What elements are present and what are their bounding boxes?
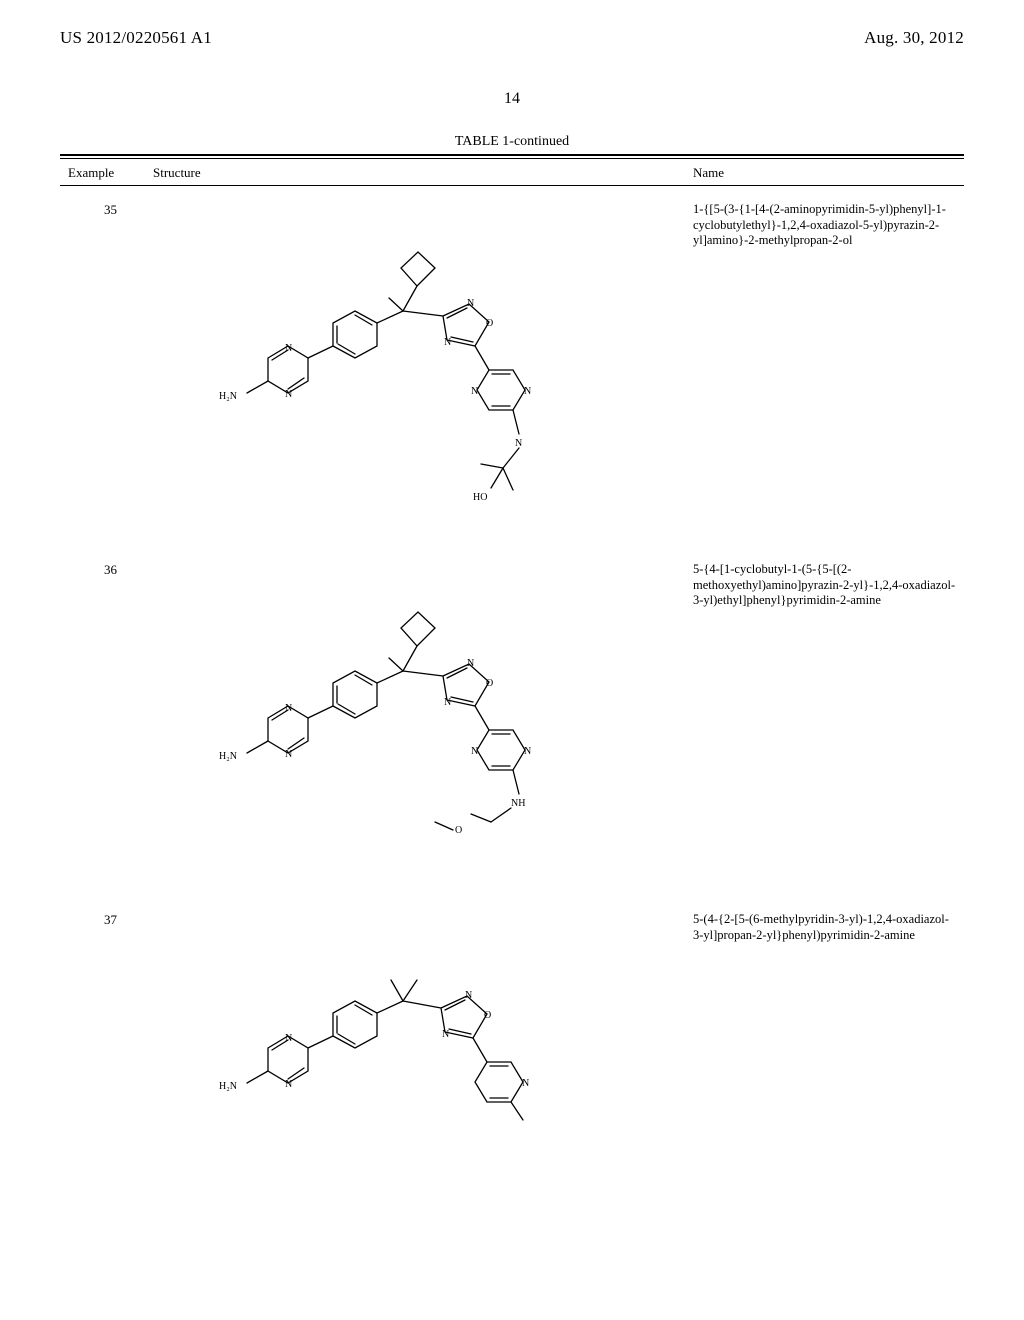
table-row: 36 N N H₂N [60,548,964,898]
col-structure: Structure [153,165,693,181]
example-number: 37 [68,908,153,928]
svg-text:N: N [285,1079,292,1090]
pub-date: Aug. 30, 2012 [864,28,964,48]
molecule-36-icon: N N H₂N [213,558,633,878]
chem-structure: N N H₂N [153,198,693,528]
svg-text:H₂N: H₂N [219,1081,237,1092]
svg-text:N: N [285,703,292,714]
compound-name: 1-{[5-(3-{1-[4-(2-aminopyrimidin-5-yl)ph… [693,198,964,249]
svg-text:N: N [285,1033,292,1044]
chem-structure: N N H₂N [153,908,693,1138]
molecule-35-icon: N N H₂N [213,198,633,528]
svg-text:N: N [524,746,531,757]
rule-under-header [60,185,964,186]
svg-text:H₂N: H₂N [219,391,237,402]
svg-text:O: O [486,318,493,329]
svg-text:N: N [444,697,451,708]
page-header: US 2012/0220561 A1 Aug. 30, 2012 [60,28,964,48]
svg-text:N: N [522,1078,529,1089]
svg-text:H₂N: H₂N [219,751,237,762]
svg-text:N: N [471,746,478,757]
chem-structure: N N H₂N [153,558,693,878]
svg-text:N: N [515,438,522,449]
svg-text:N: N [442,1029,449,1040]
svg-text:N: N [467,298,474,309]
compound-name: 5-(4-{2-[5-(6-methylpyridin-3-yl)-1,2,4-… [693,908,964,943]
svg-text:O: O [455,825,462,836]
pub-number: US 2012/0220561 A1 [60,28,212,48]
svg-text:NH: NH [511,798,525,809]
molecule-37-icon: N N H₂N [213,908,633,1138]
example-number: 35 [68,198,153,218]
patent-page: US 2012/0220561 A1 Aug. 30, 2012 14 TABL… [0,0,1024,1320]
svg-text:N: N [285,389,292,400]
svg-text:N: N [467,658,474,669]
compound-name: 5-{4-[1-cyclobutyl-1-(5-{5-[(2-methoxyet… [693,558,964,609]
svg-text:N: N [471,386,478,397]
svg-text:N: N [524,386,531,397]
table-body: 35 N N H₂N [60,188,964,1148]
table-row: 37 N N H₂N [60,898,964,1148]
table-header-row: Example Structure Name [60,159,964,185]
table-row: 35 N N H₂N [60,188,964,548]
example-number: 36 [68,558,153,578]
svg-text:O: O [484,1010,491,1021]
svg-text:N: N [285,749,292,760]
svg-text:O: O [486,678,493,689]
rule-top-outer [60,154,964,156]
col-name: Name [693,165,964,181]
page-number: 14 [60,90,964,108]
svg-text:N: N [465,990,472,1001]
svg-text:N: N [285,343,292,354]
svg-text:N: N [444,337,451,348]
svg-text:HO: HO [473,492,487,503]
table-caption: TABLE 1-continued [60,134,964,150]
col-example: Example [68,165,153,181]
